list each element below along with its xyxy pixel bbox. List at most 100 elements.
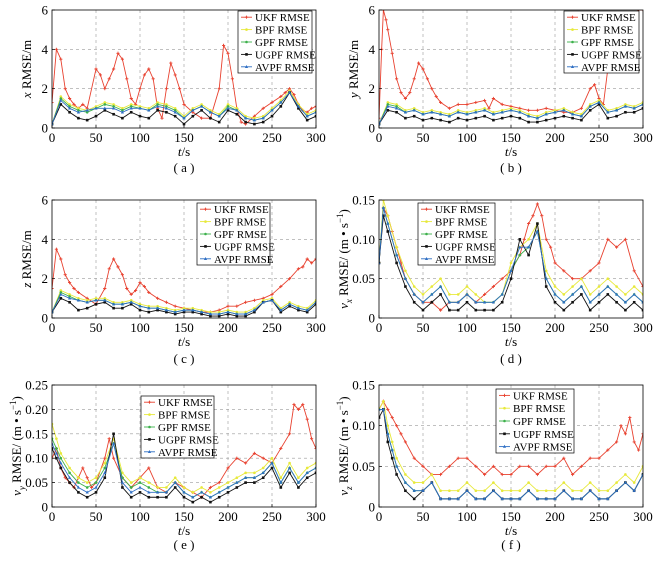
data-point-ukf xyxy=(116,265,120,269)
data-point-bpf xyxy=(632,105,636,108)
data-point-ugpf xyxy=(439,293,442,296)
data-point-avpf xyxy=(235,480,239,484)
data-point-bpf xyxy=(253,116,256,120)
data-point-bpf xyxy=(580,489,583,493)
y-tick-label: 0 xyxy=(42,121,49,136)
data-point-gpf xyxy=(68,471,71,475)
plot-frame xyxy=(51,199,317,319)
legend-marker-gpf xyxy=(245,40,248,44)
data-point-ugpf xyxy=(182,122,186,126)
data-point-avpf xyxy=(421,300,425,304)
data-point-avpf xyxy=(112,441,116,445)
y-tick-label: 0.20 xyxy=(25,402,48,417)
data-point-avpf xyxy=(553,292,557,296)
y-axis-label: y RMSE/m xyxy=(346,40,361,100)
data-point-avpf xyxy=(403,110,407,114)
data-point-ukf xyxy=(120,57,124,61)
legend-label-avpf: AVPF RMSE xyxy=(581,62,641,74)
data-point-ukf xyxy=(379,116,381,120)
data-point-ugpf xyxy=(395,473,398,476)
data-point-avpf xyxy=(191,495,195,499)
data-point-ugpf xyxy=(129,110,133,114)
x-tick-label: 100 xyxy=(457,320,477,335)
data-point-ukf xyxy=(76,290,80,295)
data-point-ukf xyxy=(310,437,314,441)
y-tick-label: 0 xyxy=(369,311,376,326)
data-point-ugpf xyxy=(156,308,159,312)
data-point-ugpf xyxy=(156,109,159,112)
legend-marker-ugpf xyxy=(571,53,574,56)
data-point-ugpf xyxy=(483,308,486,312)
data-point-ugpf xyxy=(597,300,601,304)
data-point-ukf xyxy=(483,98,487,103)
panel-0: 0 50 100 150 200 250 300 0 2 4 6 t/s x RMSE/m ( a ) UK… xyxy=(19,3,326,176)
data-point-ugpf xyxy=(165,110,168,114)
data-point-avpf xyxy=(173,480,177,484)
data-point-avpf xyxy=(571,112,575,116)
panel-caption: ( c ) xyxy=(174,351,195,366)
data-point-ugpf xyxy=(562,308,566,312)
data-point-bpf xyxy=(483,489,486,493)
data-point-ukf xyxy=(491,464,495,468)
data-point-bpf xyxy=(77,107,80,110)
data-point-bpf xyxy=(421,293,425,296)
legend-label-ugpf: UGPF RMSE xyxy=(513,429,574,441)
x-tick-label: 200 xyxy=(218,130,238,145)
legend-label-avpf: AVPF RMSE xyxy=(513,442,573,454)
data-point-ukf xyxy=(72,286,76,291)
data-point-ukf xyxy=(531,214,535,218)
data-point-bpf xyxy=(261,466,265,470)
data-point-ugpf xyxy=(165,495,168,499)
data-point-ugpf xyxy=(156,495,159,499)
legend-marker-gpf xyxy=(571,40,574,44)
data-point-ukf xyxy=(314,104,316,108)
data-point-ugpf xyxy=(235,486,239,489)
data-point-ukf xyxy=(399,432,403,436)
data-point-ukf xyxy=(52,286,54,291)
data-point-ukf xyxy=(222,43,226,47)
data-point-avpf xyxy=(509,269,513,272)
data-point-bpf xyxy=(138,302,142,306)
data-point-ugpf xyxy=(606,293,610,296)
data-point-bpf xyxy=(412,107,416,110)
panel-1: 0 50 100 150 200 250 300 0 2 4 6 t/s y RMSE/m ( b ) UK… xyxy=(346,3,653,176)
legend-label-gpf: GPF RMSE xyxy=(581,37,634,49)
data-point-bpf xyxy=(544,269,548,273)
data-point-bpf xyxy=(200,103,203,106)
x-tick-label: 150 xyxy=(501,130,521,145)
data-point-ugpf xyxy=(536,120,539,124)
data-point-bpf xyxy=(390,440,394,444)
data-point-gpf xyxy=(68,105,71,108)
data-point-bpf xyxy=(165,103,168,106)
data-point-bpf xyxy=(474,489,478,493)
data-point-avpf xyxy=(76,485,80,489)
data-point-ukf xyxy=(500,472,504,477)
data-point-bpf xyxy=(395,456,398,460)
data-point-avpf xyxy=(279,308,283,312)
legend-label-ugpf: UGPF RMSE xyxy=(158,434,219,446)
data-point-bpf xyxy=(165,486,168,489)
data-point-avpf xyxy=(571,292,575,296)
data-point-ugpf xyxy=(147,310,151,314)
data-point-ugpf xyxy=(279,105,283,108)
data-point-ugpf xyxy=(382,214,385,218)
data-point-bpf xyxy=(536,489,539,493)
data-point-bpf xyxy=(412,481,416,484)
data-point-ukf xyxy=(244,300,248,304)
data-point-avpf xyxy=(200,310,204,314)
x-tick-label: 300 xyxy=(306,509,326,524)
data-point-avpf xyxy=(500,292,504,296)
data-point-avpf xyxy=(103,471,107,475)
data-point-ukf xyxy=(230,77,234,81)
data-point-ukf xyxy=(301,402,305,407)
legend-marker-avpf xyxy=(203,257,208,260)
data-point-gpf xyxy=(59,291,63,294)
data-point-ugpf xyxy=(314,302,316,306)
data-point-ukf xyxy=(384,18,388,22)
data-point-ugpf xyxy=(85,118,89,122)
data-point-ukf xyxy=(288,432,292,436)
data-point-avpf xyxy=(386,104,390,108)
data-point-ukf xyxy=(522,237,526,241)
data-point-avpf xyxy=(270,298,274,302)
data-point-bpf xyxy=(571,110,574,114)
